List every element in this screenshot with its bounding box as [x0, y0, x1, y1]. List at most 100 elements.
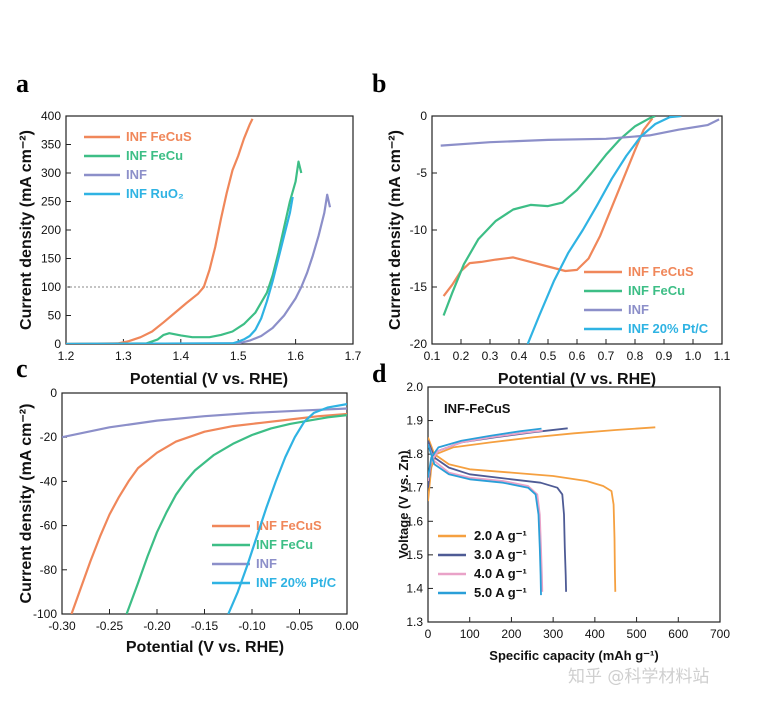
panel-label-d: d — [372, 359, 387, 388]
legend-label-b-3: INF 20% Pt/C — [628, 321, 709, 336]
y-axis-title-d: Voltage (V vs. Zn) — [396, 450, 411, 558]
chart-panel-c: -0.30 -0.25 -0.20 -0.15 -0.10 -0.05 0.00 0 -20 -4… — [18, 386, 359, 656]
series-line-c-inf-fecus — [70, 412, 347, 614]
series-line-a-inf-ruo — [66, 196, 294, 344]
legend-label-b-1: INF FeCu — [628, 283, 685, 298]
y-axis-title-b: Current density (mA cm⁻²) — [387, 130, 404, 330]
legend-label-a-3: INF RuO₂ — [126, 186, 184, 201]
legend-label-c-0: INF FeCuS — [256, 518, 322, 533]
y-tick-label-a: 300 — [41, 166, 61, 180]
y-tick-label-a: 400 — [41, 109, 61, 123]
y-tick-label-b: 0 — [420, 109, 427, 123]
y-tick-label-a: 200 — [41, 223, 61, 237]
x-tick-label-c: -0.20 — [143, 619, 171, 633]
y-tick-label-d: 1.9 — [406, 414, 423, 428]
x-tick-label-b: 0.4 — [511, 349, 528, 363]
legend-label-d-1: 3.0 A g⁻¹ — [474, 547, 527, 562]
x-tick-label-d: 300 — [543, 627, 563, 641]
y-tick-label-d: 1.7 — [406, 481, 423, 495]
x-tick-label-b: 0.7 — [598, 349, 615, 363]
x-tick-label-b: 1.0 — [685, 349, 702, 363]
series-line-c-inf-20-pt-c — [227, 403, 347, 614]
x-tick-label-b: 0.8 — [627, 349, 644, 363]
plot-frame-d — [427, 386, 721, 623]
x-tick-label-d: 200 — [501, 627, 521, 641]
x-tick-label-b: 0.6 — [569, 349, 586, 363]
x-tick-label-b: 0.3 — [482, 349, 499, 363]
legend-label-c-2: INF — [256, 556, 277, 571]
y-tick-label-c: -20 — [40, 430, 58, 444]
y-tick-label-c: -60 — [40, 519, 58, 533]
y-tick-label-d: 1.6 — [406, 514, 423, 528]
legend-label-b-2: INF — [628, 302, 649, 317]
y-tick-label-c: 0 — [50, 386, 57, 400]
series-line-a-inf-fecu — [66, 160, 303, 344]
chart-panel-d: 0 100 200 300 400 500 600 700 1.3 1.4 1.5 1.6 1.7 1.8… — [396, 380, 730, 663]
x-tick-label-b: 0.2 — [453, 349, 470, 363]
x-tick-label-c: -0.05 — [286, 619, 314, 633]
y-tick-label-a: 100 — [41, 280, 61, 294]
y-axis-title-c: Current density (mA cm⁻²) — [18, 404, 35, 604]
legend-label-b-0: INF FeCuS — [628, 264, 694, 279]
legend-label-a-1: INF FeCu — [126, 148, 183, 163]
legend-label-d-0: 2.0 A g⁻¹ — [474, 528, 527, 543]
discharge-curve-d-2 — [428, 443, 544, 592]
y-tick-label-c: -40 — [40, 474, 58, 488]
x-tick-label-d: 500 — [627, 627, 647, 641]
y-tick-label-d: 1.4 — [406, 581, 423, 595]
series-line-b-inf-20-pt-c — [526, 116, 682, 344]
legend-label-a-0: INF FeCuS — [126, 129, 192, 144]
series-line-a-inf — [66, 193, 332, 344]
x-tick-label-c: -0.15 — [191, 619, 219, 633]
y-tick-label-a: 150 — [41, 252, 61, 266]
series-line-c-inf — [62, 407, 347, 439]
series-line-b-inf — [440, 118, 720, 147]
chart-panel-a: 1.2 1.3 1.4 1.5 1.6 1.7 0 50 100 150 200 250 300 350 4… — [18, 109, 362, 388]
panel-label-b: b — [372, 69, 386, 98]
x-tick-label-d: 700 — [710, 627, 730, 641]
x-axis-title-a: Potential (V vs. RHE) — [130, 371, 288, 388]
x-tick-label-b: 1.1 — [714, 349, 731, 363]
series-line-b-inf-fecu — [442, 116, 656, 316]
x-tick-label-a: 1.7 — [345, 349, 362, 363]
series-line-a-inf-fecus — [66, 118, 254, 344]
y-tick-label-c: -80 — [40, 563, 58, 577]
x-axis-title-c: Potential (V vs. RHE) — [126, 639, 284, 656]
y-tick-label-b: -15 — [410, 280, 428, 294]
chart-title-d: INF-FeCuS — [444, 401, 511, 416]
panel-label-a: a — [16, 69, 29, 98]
x-tick-label-d: 400 — [585, 627, 605, 641]
x-tick-label-d: 100 — [460, 627, 480, 641]
series-line-c-inf-fecu — [125, 414, 347, 614]
x-tick-label-a: 1.6 — [287, 349, 304, 363]
x-tick-label-b: 0.5 — [540, 349, 557, 363]
y-tick-label-b: -10 — [410, 223, 428, 237]
y-tick-label-a: 50 — [48, 309, 62, 323]
legend-label-a-2: INF — [126, 167, 147, 182]
x-tick-label-b: 0.1 — [424, 349, 441, 363]
charge-curve-d-0 — [428, 426, 656, 502]
y-tick-label-d: 1.5 — [406, 548, 423, 562]
y-axis-title-a: Current density (mA cm⁻²) — [18, 130, 35, 330]
y-tick-label-b: -20 — [410, 337, 428, 351]
x-tick-label-c: -0.10 — [238, 619, 266, 633]
y-tick-label-d: 1.8 — [406, 447, 423, 461]
discharge-curve-d-0 — [428, 437, 617, 592]
x-axis-title-d: Specific capacity (mAh g⁻¹) — [489, 648, 658, 663]
legend-label-c-3: INF 20% Pt/C — [256, 575, 337, 590]
chart-panel-b: 0.1 0.2 0.3 0.4 0.5 0.6 0.7 0.8 0.9 1.0 1.1 0 -5 -10 -… — [387, 109, 731, 388]
x-tick-label-a: 1.4 — [172, 349, 189, 363]
charge-curve-d-3 — [428, 427, 542, 478]
x-tick-label-a: 1.5 — [230, 349, 247, 363]
discharge-curve-d-3 — [428, 443, 542, 596]
watermark: 知乎 @科学材料站 — [568, 667, 709, 687]
x-tick-label-c: -0.25 — [96, 619, 124, 633]
discharge-curve-d-1 — [428, 440, 567, 592]
x-tick-label-a: 1.2 — [58, 349, 75, 363]
x-tick-label-d: 600 — [668, 627, 688, 641]
plot-frame-a — [65, 115, 354, 345]
y-tick-label-a: 0 — [54, 337, 61, 351]
legend-label-c-1: INF FeCu — [256, 537, 313, 552]
y-tick-label-a: 250 — [41, 195, 61, 209]
